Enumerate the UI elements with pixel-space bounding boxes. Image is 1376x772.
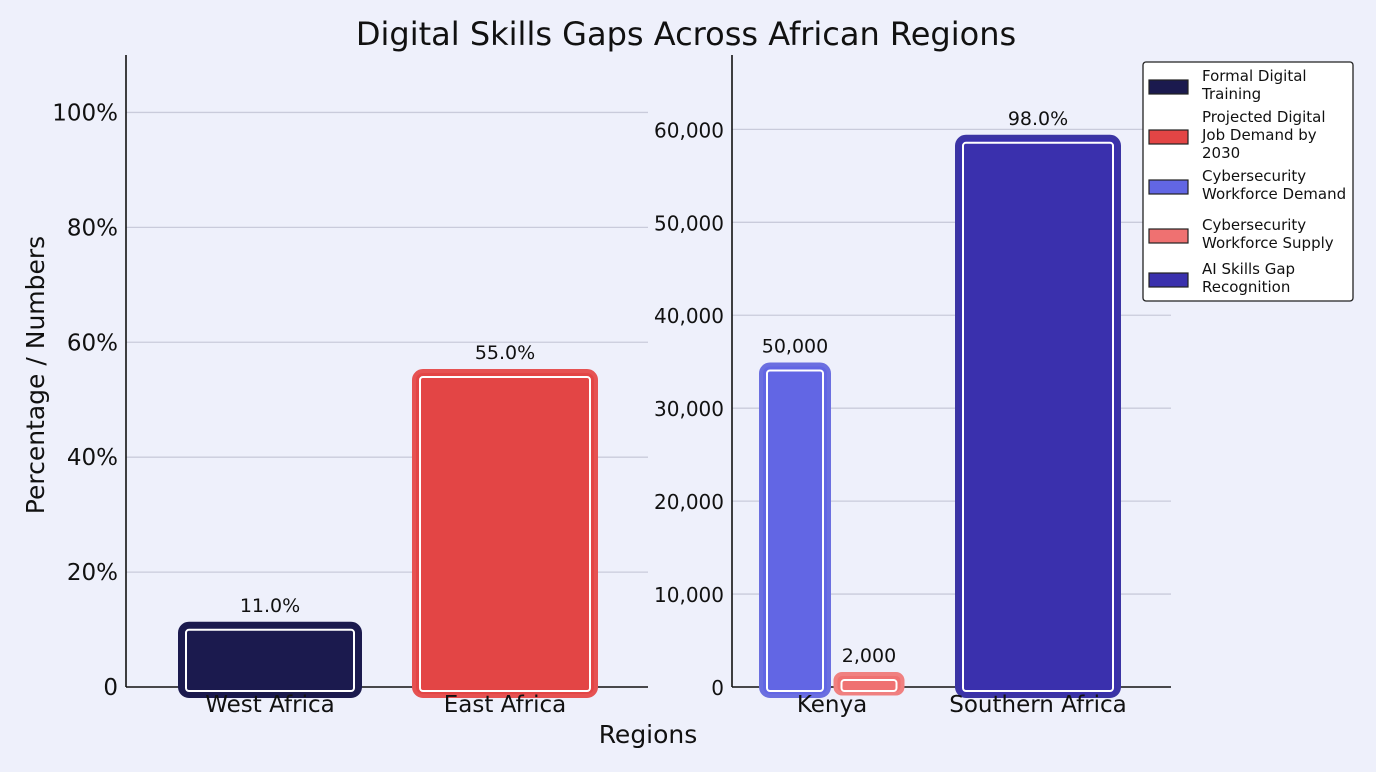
bar-highlight <box>185 628 355 692</box>
y-tick-label: 10,000 <box>654 583 724 607</box>
bar-highlight <box>766 369 824 692</box>
bar-highlight <box>962 141 1114 693</box>
y-tick-label: 0 <box>103 675 118 701</box>
y-tick-label: 60,000 <box>654 118 724 142</box>
legend-item: Projected Digital Job Demand by 2030 <box>1148 108 1326 162</box>
legend-item: Formal Digital Training <box>1148 67 1307 103</box>
legend-swatch <box>1148 129 1189 145</box>
data-label: 50,000 <box>762 335 828 357</box>
legend: Formal Digital Training Projected Digital J… <box>1142 61 1354 302</box>
legend-label: AI Skills Gap Recognition <box>1202 260 1295 296</box>
y-axis-label: Percentage / Numbers <box>21 236 50 514</box>
legend-swatch <box>1148 79 1189 95</box>
legend-label: Formal Digital Training <box>1201 67 1307 103</box>
y-tick-label: 60% <box>67 330 118 356</box>
legend-item: AI Skills Gap Recognition <box>1148 260 1295 296</box>
x-tick-label: Southern Africa <box>949 692 1127 718</box>
data-label: 98.0% <box>1008 108 1068 130</box>
y-tick-label: 30,000 <box>654 397 724 421</box>
chart-panel-percent: 0 20% 40% 60% 80% 100% 11.0% 55.0% West Africa Ea… <box>52 55 648 718</box>
legend-label: Projected Digital Job Demand by 2030 <box>1201 108 1326 162</box>
bar <box>759 362 831 698</box>
x-axis-label: Regions <box>599 720 698 749</box>
chart-title: Digital Skills Gaps Across African Regio… <box>356 15 1016 53</box>
legend-swatch <box>1148 272 1189 288</box>
data-label: 55.0% <box>475 342 535 364</box>
bar <box>178 621 362 698</box>
x-tick-label: West Africa <box>205 692 334 718</box>
bar-highlight <box>840 678 898 692</box>
data-label: 11.0% <box>240 595 300 617</box>
legend-box <box>1142 61 1354 302</box>
bar <box>412 369 598 698</box>
legend-item: Cybersecurity Workforce Demand <box>1148 167 1346 203</box>
chart-panels: 0 20% 40% 60% 80% 100% 11.0% 55.0% West Africa Ea… <box>52 55 1171 718</box>
legend-label: Cybersecurity Workforce Demand <box>1202 167 1346 203</box>
legend-item: Cybersecurity Workforce Supply <box>1148 216 1334 252</box>
y-tick-label: 40,000 <box>654 304 724 328</box>
legend-swatch <box>1148 179 1189 195</box>
legend-swatch <box>1148 228 1189 244</box>
y-tick-label: 40% <box>67 445 118 471</box>
legend-label: Cybersecurity Workforce Supply <box>1202 216 1334 252</box>
bar <box>955 134 1121 699</box>
y-tick-label: 50,000 <box>654 211 724 235</box>
y-tick-label: 0 <box>711 676 724 700</box>
y-tick-label: 20,000 <box>654 490 724 514</box>
chart-panel-numbers: 0 10,000 20,000 30,000 40,000 50,000 60,000 50,… <box>654 55 1171 718</box>
data-label: 2,000 <box>842 645 896 667</box>
x-tick-label: Kenya <box>797 692 867 718</box>
y-tick-label: 20% <box>67 560 118 586</box>
y-tick-label: 100% <box>52 100 118 126</box>
y-tick-label: 80% <box>67 215 118 241</box>
bar-highlight <box>419 376 591 692</box>
x-tick-label: East Africa <box>444 692 567 718</box>
bar <box>833 671 905 696</box>
